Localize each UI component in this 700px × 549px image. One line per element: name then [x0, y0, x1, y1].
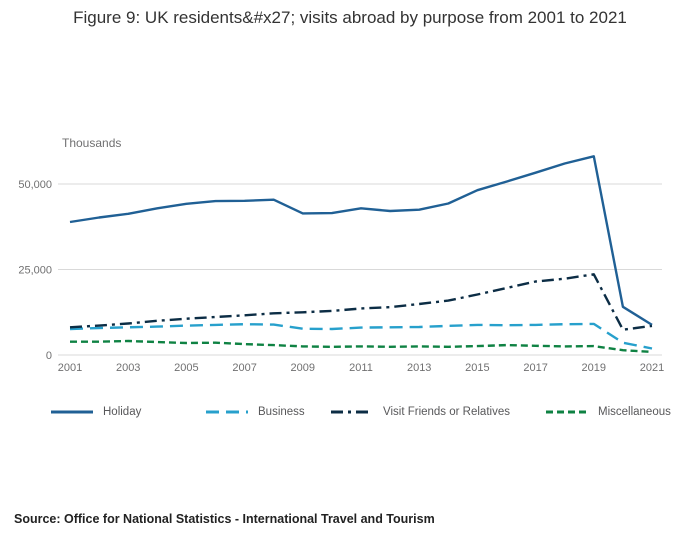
miscellaneous-line-icon [546, 410, 588, 414]
legend-item-miscellaneous[interactable]: Miscellaneous [545, 406, 671, 418]
source-note: Source: Office for National Statistics -… [14, 512, 435, 526]
legend-label-business: Business [258, 406, 305, 418]
svg-text:2015: 2015 [465, 362, 489, 374]
line-chart: 0 25,000 50,000 2001 2003 2005 2007 2009 2011 201… [18, 155, 664, 374]
legend-item-business[interactable]: Business [205, 406, 305, 418]
chart-title: Figure 9: UK residents&#x27; visits abro… [73, 8, 627, 27]
svg-text:2021: 2021 [640, 362, 664, 374]
legend-label-holiday: Holiday [103, 406, 142, 418]
business-line-icon [206, 410, 248, 414]
svg-text:2011: 2011 [349, 362, 373, 374]
legend: Holiday Business Visit Friends or Relati… [0, 406, 700, 428]
svg-text:25,000: 25,000 [18, 265, 52, 277]
svg-text:2017: 2017 [523, 362, 547, 374]
vfr-line-icon [331, 410, 373, 414]
svg-text:2001: 2001 [58, 362, 82, 374]
legend-label-vfr: Visit Friends or Relatives [383, 406, 510, 418]
legend-item-vfr[interactable]: Visit Friends or Relatives [330, 406, 510, 418]
svg-text:2005: 2005 [174, 362, 198, 374]
legend-label-miscellaneous: Miscellaneous [598, 406, 671, 418]
holiday-line-icon [51, 410, 93, 414]
svg-text:2013: 2013 [407, 362, 431, 374]
svg-text:0: 0 [46, 350, 52, 362]
svg-text:2007: 2007 [232, 362, 256, 374]
svg-text:50,000: 50,000 [18, 179, 52, 191]
svg-text:2019: 2019 [582, 362, 606, 374]
y-axis-unit-label: Thousands [62, 136, 122, 150]
legend-item-holiday[interactable]: Holiday [50, 406, 141, 418]
svg-text:2003: 2003 [116, 362, 140, 374]
svg-text:2009: 2009 [291, 362, 315, 374]
